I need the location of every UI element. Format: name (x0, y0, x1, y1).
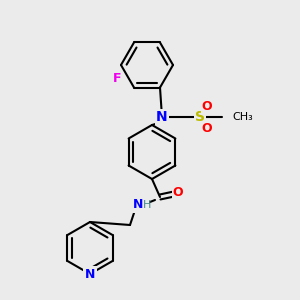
Text: N: N (85, 268, 95, 281)
Text: H: H (143, 200, 151, 210)
Text: O: O (173, 185, 183, 199)
Text: CH₃: CH₃ (232, 112, 253, 122)
Text: O: O (202, 122, 212, 134)
Text: F: F (113, 71, 122, 85)
Text: N: N (133, 199, 143, 212)
Text: O: O (202, 100, 212, 112)
Text: N: N (156, 110, 168, 124)
Text: S: S (195, 110, 205, 124)
